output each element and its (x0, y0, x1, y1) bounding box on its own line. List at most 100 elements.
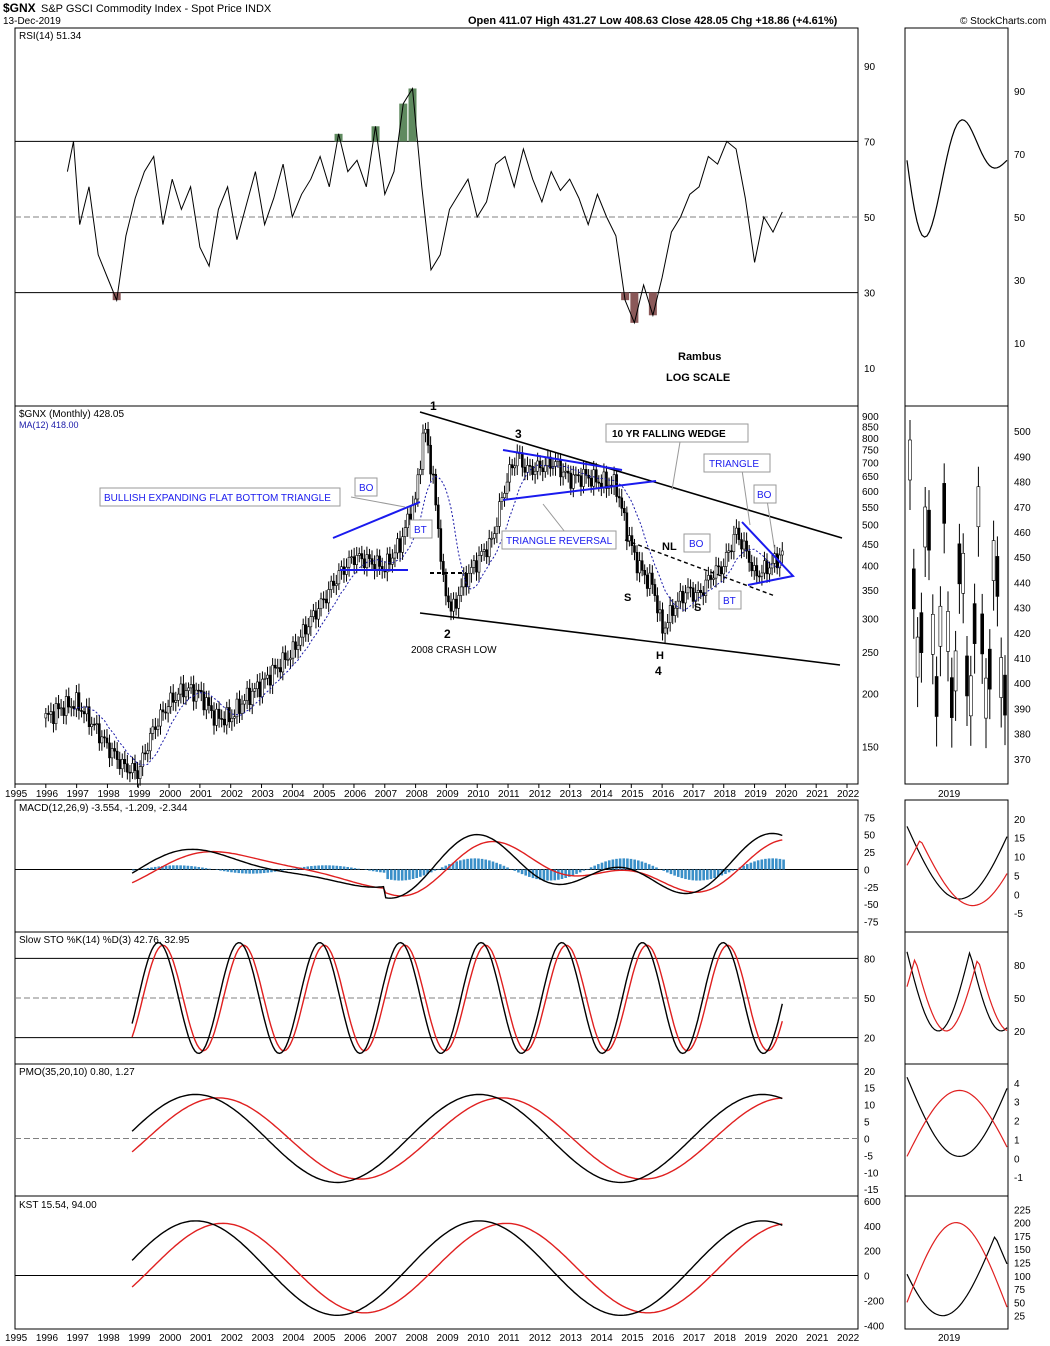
price-candle (763, 560, 766, 574)
macd-layer-hist-bar (589, 867, 593, 870)
macd-layer-hist-bar (335, 865, 339, 870)
price-candle (633, 545, 636, 553)
macd-layer-hist-bar (172, 865, 175, 870)
price-candle (396, 538, 399, 554)
sto-series: 20 50 80 (15, 941, 876, 1055)
price-candle (663, 627, 667, 634)
macd-layer-hist-bar (775, 858, 778, 870)
price-candle (444, 574, 448, 597)
macd-layer-main-line (131, 832, 783, 899)
macd-layer-hist-bar (324, 865, 328, 870)
macd-layer-hist-bar (586, 868, 589, 870)
macd-layer-hist-bar (571, 869, 575, 876)
side-price-candle (927, 509, 931, 551)
bo2-box (683, 533, 711, 553)
macd-layer-hist-bar (567, 869, 571, 877)
x-tick-bottom-2003: 2003 (252, 1333, 275, 1344)
side-price-tick: 380 (1014, 730, 1031, 741)
macd-layer-hist-bar (542, 869, 546, 881)
x-tick-bottom-2016: 2016 (652, 1333, 675, 1344)
price-candle (447, 595, 450, 603)
bo3-label: BO (757, 490, 772, 501)
side-sto-frame (904, 931, 1009, 1065)
price-candle (620, 497, 624, 509)
price-series: 1502002503003504004505005506006507007508… (44, 412, 879, 788)
price-candle (533, 470, 537, 475)
price-candle (704, 579, 708, 596)
macd-layer-hist-bar (295, 868, 299, 870)
sto-title: Slow STO %K(14) %D(3) 42.76, 32.95 (19, 935, 190, 946)
x-tick-bottom-2009: 2009 (436, 1333, 459, 1344)
price-candle (317, 608, 320, 620)
macd-layer-hist-bar (622, 858, 626, 870)
price-candle (85, 706, 88, 715)
macd-layer-hist-bar (753, 861, 756, 870)
side-kst-tick: 100 (1014, 1272, 1031, 1283)
price-candle (638, 560, 641, 574)
macd-layer-hist-bar (687, 869, 691, 880)
pmo-layer-tick-5: 5 (864, 1118, 870, 1129)
price-tick-650: 650 (862, 472, 879, 483)
x-tick-bottom-1998: 1998 (97, 1333, 120, 1344)
price-tick-250: 250 (862, 648, 879, 659)
price-tick-850: 850 (862, 423, 879, 434)
price-candle (431, 473, 435, 476)
kst-layer-tick--200: -200 (864, 1296, 884, 1307)
price-candle (199, 689, 203, 693)
macd-layer-hist-bar (636, 860, 640, 870)
macd-layer-hist-bar (676, 869, 680, 877)
x-tick-top-2000: 2000 (159, 789, 182, 800)
macd-layer-hist-bar (673, 869, 676, 876)
price-candle (385, 553, 389, 573)
macd-layer-hist-bar (404, 869, 408, 881)
macd-layer-hist-bar (313, 865, 317, 870)
side-kst-tick: 150 (1014, 1245, 1031, 1256)
macd-layer-hist-bar (513, 869, 517, 871)
price-candle (337, 570, 341, 585)
rsi-series: 10 30 50 70 90 (15, 62, 876, 375)
side-sto-line (906, 950, 1008, 1032)
price-candle (120, 759, 124, 770)
price-candle (248, 687, 251, 705)
rsi-line (66, 86, 783, 325)
price-candle (666, 622, 669, 629)
macd-layer-hist-bar (230, 869, 233, 873)
price-candle (258, 681, 262, 698)
side-price-tick: 420 (1014, 629, 1031, 640)
side-pmo-tick: 2 (1014, 1117, 1020, 1128)
symbol-label: $GNX (3, 1, 36, 15)
price-candle (681, 590, 685, 604)
macd-layer-hist-bar (342, 866, 346, 870)
rsi-overbought-fill (399, 103, 408, 142)
side-price-candle (980, 613, 985, 655)
x-tick-bottom-2021: 2021 (806, 1333, 829, 1344)
price-candle (477, 555, 481, 573)
macd-layer-tick--50: -50 (864, 900, 879, 911)
price-candle (324, 598, 328, 604)
price-candle (750, 562, 754, 572)
wave-1-label: 1 (430, 399, 437, 413)
macd-layer-hist-bar (146, 868, 150, 870)
price-candle (370, 558, 374, 565)
price-panel-frame (14, 405, 859, 785)
side-year-top: 2019 (938, 789, 961, 800)
price-candle (357, 553, 361, 556)
macd-layer-hist-bar (713, 869, 716, 879)
price-candle (592, 469, 596, 487)
triangle-label: TRIANGLE (709, 459, 759, 470)
price-candle (80, 710, 83, 712)
x-tick-top-2015: 2015 (621, 789, 644, 800)
price-candle (651, 572, 654, 585)
side-macd-line (906, 826, 1008, 900)
wave-4-label: 4 (655, 664, 662, 678)
wave-2-label: 2 (444, 627, 451, 641)
price-candle (54, 703, 58, 724)
price-candle (424, 428, 427, 434)
price-candle (347, 556, 351, 568)
pmo-layer-tick-0: 0 (864, 1134, 870, 1145)
price-candle (459, 586, 463, 596)
x-tick-top-2003: 2003 (252, 789, 275, 800)
price-candle (635, 551, 639, 574)
macd-layer-hist-bar (615, 858, 618, 870)
